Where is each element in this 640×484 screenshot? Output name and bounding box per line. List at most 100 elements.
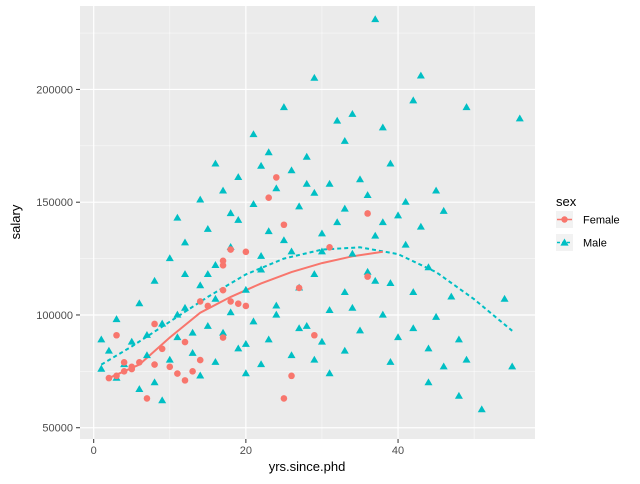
male-point (500, 294, 509, 302)
male-point (356, 326, 364, 334)
male-point (188, 349, 197, 356)
male-point (310, 355, 319, 363)
x-tick-label: 0 (91, 445, 97, 457)
y-tick-label: 50000 (42, 423, 73, 435)
female-point (280, 395, 288, 402)
male-point (234, 215, 243, 223)
legend-label-female: Female (583, 215, 620, 227)
y-tick-label: 150000 (36, 197, 73, 209)
male-point (165, 254, 174, 262)
male-point (234, 173, 243, 180)
legend-title: sex (556, 194, 577, 209)
legend-key-male-marker (560, 238, 569, 246)
male-point (173, 213, 182, 221)
male-point (310, 73, 319, 81)
male-point (302, 321, 311, 329)
female-point (128, 365, 136, 373)
female-point (219, 286, 227, 294)
male-point (340, 288, 349, 296)
male-point (211, 261, 220, 268)
female-point (295, 284, 303, 292)
male-point (394, 333, 403, 341)
male-point (211, 358, 220, 365)
female-point (273, 174, 280, 181)
male-point (439, 362, 448, 370)
male-point (363, 267, 372, 275)
y-ticks: 50000 100000 150000 200000 (36, 84, 80, 435)
male-point (142, 330, 151, 338)
male-point (196, 281, 205, 289)
male-point (439, 206, 448, 214)
male-point (127, 337, 136, 345)
male-point (340, 137, 349, 144)
male-point (432, 186, 441, 194)
male-point (97, 364, 106, 372)
male-point (272, 184, 281, 192)
male-point (348, 303, 357, 311)
male-point (211, 294, 220, 302)
male-point (432, 312, 441, 320)
female-point (151, 361, 158, 368)
male-point (348, 249, 357, 257)
female-point (151, 320, 158, 328)
male-point (409, 288, 418, 296)
male-point (295, 202, 304, 210)
female-point (326, 244, 333, 251)
male-point (317, 337, 326, 345)
x-tick-label: 20 (240, 445, 252, 457)
male-point (317, 247, 326, 255)
y-tick-label: 200000 (36, 84, 73, 96)
x-tick-label: 40 (392, 445, 404, 457)
male-point (257, 161, 266, 169)
female-point (174, 370, 181, 377)
male-point (378, 310, 387, 318)
male-point (264, 227, 273, 235)
female-point (234, 300, 242, 307)
male-point (447, 292, 456, 300)
legend-label-male: Male (583, 238, 607, 250)
male-point (257, 252, 266, 259)
female-point (204, 302, 212, 310)
male-point (424, 378, 433, 386)
male-point (378, 123, 387, 131)
male-point (310, 270, 319, 277)
male-point (409, 96, 418, 104)
male-point (112, 315, 121, 323)
male-point (181, 303, 189, 311)
male-point (295, 324, 304, 332)
male-point (325, 179, 334, 187)
female-point (120, 368, 128, 375)
x-ticks: 0 20 40 (91, 439, 404, 457)
female-point (120, 359, 128, 366)
male-point (371, 231, 380, 239)
female-point (364, 273, 371, 280)
male-point (386, 279, 395, 286)
male-point (135, 385, 144, 392)
male-point (454, 391, 463, 399)
male-point (219, 186, 228, 194)
male-point (401, 240, 410, 248)
female-point (181, 377, 189, 384)
male-point (416, 222, 425, 230)
male-point (272, 301, 281, 309)
female-point (166, 363, 174, 371)
male-point (158, 319, 167, 327)
male-point (302, 179, 311, 187)
y-axis-title: salary (8, 204, 23, 239)
male-point (249, 130, 258, 138)
male-point (211, 159, 220, 167)
male-point (287, 166, 296, 174)
female-point (105, 374, 113, 382)
male-point (165, 355, 174, 363)
male-point (424, 263, 433, 271)
male-point (257, 360, 266, 368)
male-point (363, 191, 372, 199)
male-point (356, 175, 364, 183)
male-point (196, 371, 205, 379)
panel-background (80, 6, 535, 439)
male-point (203, 224, 212, 232)
female-point (288, 372, 295, 380)
female-point (113, 372, 120, 380)
male-point (272, 310, 281, 318)
